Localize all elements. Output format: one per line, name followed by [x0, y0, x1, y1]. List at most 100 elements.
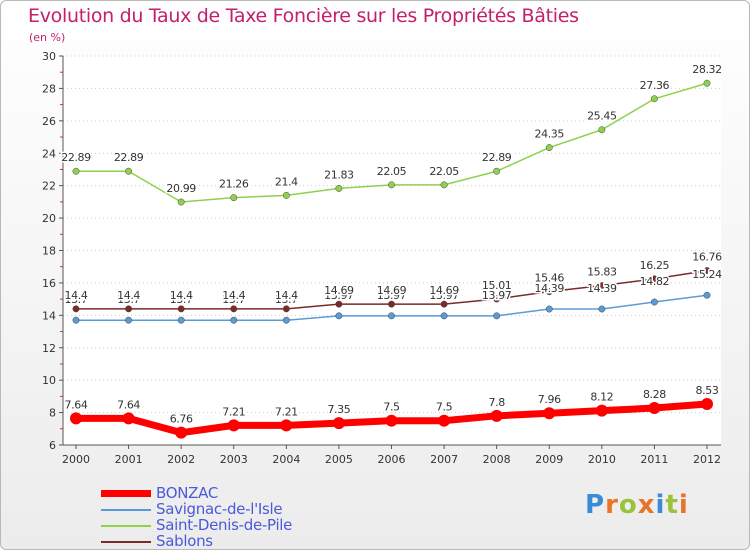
data-label: 13.7	[65, 293, 88, 306]
data-point	[282, 316, 290, 324]
data-label: 16.25	[640, 259, 670, 272]
data-label: 16.76	[692, 251, 722, 264]
data-label: 22.05	[377, 165, 407, 178]
data-label: 14.69	[324, 284, 354, 297]
data-label: 22.89	[482, 151, 512, 164]
data-point	[177, 198, 185, 206]
y-unit-label: (en %)	[29, 31, 66, 44]
data-label: 14.69	[429, 284, 459, 297]
data-label: 7.5	[436, 401, 453, 414]
x-tick-label: 2005	[325, 453, 353, 466]
data-label: 14.4	[222, 289, 245, 302]
data-label: 7.21	[222, 405, 245, 418]
data-label: 7.96	[538, 393, 561, 406]
data-point	[177, 316, 185, 324]
data-label: 24.35	[535, 128, 565, 141]
data-label: 6.76	[170, 413, 193, 426]
legend-label: BONZAC	[156, 484, 219, 502]
x-tick-label: 2008	[483, 453, 511, 466]
data-label: 13.7	[170, 293, 193, 306]
data-point	[490, 409, 503, 422]
data-point	[493, 312, 501, 320]
data-point	[648, 402, 661, 415]
data-point	[440, 300, 448, 308]
data-label: 14.4	[117, 289, 140, 302]
data-point	[595, 404, 608, 417]
data-point	[70, 412, 82, 425]
logo-letter: i	[678, 490, 689, 520]
x-tick-label: 2009	[535, 453, 563, 466]
y-tick-label: 16	[42, 277, 56, 290]
data-label: 13.97	[377, 289, 407, 302]
data-point	[388, 181, 395, 189]
y-tick-label: 24	[42, 147, 56, 160]
x-tick-label: 2010	[588, 453, 616, 466]
data-label: 21.26	[219, 178, 249, 191]
data-label: 22.89	[114, 151, 144, 164]
data-point	[282, 305, 290, 313]
data-label: 7.64	[117, 398, 140, 411]
data-label: 13.97	[482, 289, 512, 302]
data-point	[385, 414, 398, 427]
y-tick-label: 20	[42, 212, 56, 225]
data-label: 7.35	[327, 403, 350, 416]
data-label: 14.4	[170, 289, 193, 302]
data-label: 14.82	[640, 275, 670, 288]
data-label: 8.12	[590, 391, 613, 404]
data-point	[388, 312, 395, 320]
data-point	[72, 305, 80, 313]
data-point	[438, 414, 451, 427]
data-point	[545, 305, 553, 313]
data-label: 13.7	[222, 293, 245, 306]
x-tick-label: 2007	[430, 453, 458, 466]
data-label: 21.4	[275, 175, 298, 188]
data-label: 14.4	[275, 289, 298, 302]
data-label: 22.89	[61, 151, 91, 164]
data-point	[125, 305, 133, 313]
legend-swatch	[101, 509, 151, 511]
data-label: 8.28	[643, 388, 666, 401]
data-point	[227, 419, 240, 432]
data-label: 13.97	[324, 289, 354, 302]
legend-label: Sablons	[156, 532, 213, 550]
data-point	[493, 295, 501, 303]
y-tick-label: 10	[42, 374, 56, 387]
data-point	[598, 282, 606, 290]
data-point	[72, 167, 80, 175]
data-point	[440, 312, 448, 320]
data-point	[335, 184, 343, 192]
data-point	[650, 298, 658, 306]
data-label: 13.7	[275, 293, 298, 306]
x-tick-label: 2004	[272, 453, 300, 466]
data-label: 14.39	[587, 282, 617, 295]
data-label: 28.32	[692, 63, 722, 76]
x-tick-label: 2000	[62, 453, 90, 466]
data-point	[543, 407, 556, 420]
data-label: 27.36	[640, 79, 670, 92]
y-tick-label: 8	[49, 407, 56, 420]
data-label: 15.24	[692, 268, 722, 281]
data-label: 25.45	[587, 110, 617, 123]
data-label: 13.97	[429, 289, 459, 302]
data-point	[282, 191, 290, 199]
legend-swatch	[101, 490, 151, 497]
y-tick-label: 6	[49, 439, 56, 452]
data-label: 7.64	[65, 398, 88, 411]
data-point	[703, 267, 711, 275]
data-label: 13.7	[117, 293, 140, 306]
data-point	[440, 181, 448, 189]
chart-title: Evolution du Taux de Taxe Foncière sur l…	[28, 5, 579, 27]
data-point	[545, 288, 553, 296]
logo-letter: i	[655, 490, 666, 520]
x-tick-label: 2001	[115, 453, 143, 466]
x-tick-label: 2006	[378, 453, 406, 466]
legend-label: Saint-Denis-de-Pile	[156, 516, 293, 534]
data-point	[72, 316, 80, 324]
data-label: 7.5	[383, 401, 400, 414]
data-label: 15.83	[587, 266, 617, 279]
data-label: 7.8	[489, 396, 506, 409]
y-tick-label: 28	[42, 82, 56, 95]
data-point	[701, 397, 713, 410]
data-label: 7.21	[275, 405, 298, 418]
